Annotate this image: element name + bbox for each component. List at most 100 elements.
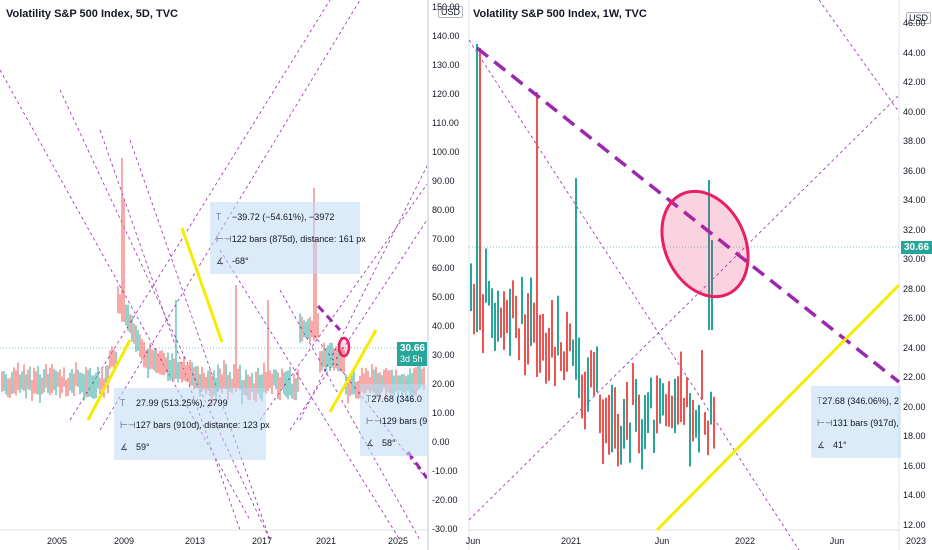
x-tick-label: 2009	[113, 536, 135, 546]
y-tick-label: 24.00	[903, 342, 926, 353]
yellow-trendline	[180, 227, 224, 343]
yellow-trendline	[86, 339, 132, 421]
y-tick-label: 80.00	[432, 205, 455, 215]
x-tick-label: 2022	[734, 536, 756, 546]
x-tick-label: Jun	[465, 536, 481, 546]
measure-box-right[interactable]: ⟙ 27.68 (346.06%), 2 ⊢⊣ 131 bars (917d), d…	[811, 386, 901, 458]
y-tick-label: 36.00	[903, 165, 926, 176]
y-tick-label: 14.00	[903, 490, 926, 500]
y-tick-label: 150.00	[432, 2, 460, 12]
x-tick-label: 2021	[315, 536, 337, 546]
measure-bars-text: 122 bars (875d), distance: 161 px	[231, 234, 366, 244]
y-tick-label: 120.00	[432, 89, 460, 99]
y-tick-label: 20.00	[432, 379, 455, 389]
right-chart-canvas[interactable]	[429, 0, 932, 550]
purple-trendline	[316, 304, 342, 332]
yellow-trendline	[328, 329, 378, 413]
yellow-trendline	[655, 283, 901, 532]
channel-line	[99, 129, 241, 531]
left-chart-canvas[interactable]	[0, 0, 427, 550]
currency-label-left[interactable]: USD	[438, 6, 464, 18]
channel-line	[219, 249, 401, 541]
y-tick-label: 100.00	[432, 147, 460, 157]
measure-price-text: 27.99 (513.25%), 2799	[136, 398, 228, 408]
y-tick-label: -30.00	[432, 524, 458, 534]
channel-line	[468, 94, 900, 521]
price-range-icon: ⟙	[366, 393, 372, 404]
y-tick-label: 30.00	[903, 254, 926, 264]
angle-icon: ∡	[817, 439, 826, 450]
channel-line	[59, 89, 271, 541]
y-tick-label: 60.00	[432, 263, 455, 273]
measure-angle-text: 41°	[833, 440, 847, 450]
channel-line	[129, 139, 271, 541]
left-price-badge: 30.66 3d 5h	[396, 342, 427, 366]
y-tick-label: 140.00	[432, 31, 460, 41]
y-tick-label: 0.00	[432, 437, 450, 447]
left-chart-title: Volatility S&P 500 Index, 5D, TVC	[6, 8, 178, 20]
y-tick-label: 40.00	[432, 321, 455, 331]
x-tick-label: Jun	[829, 536, 845, 546]
purple-trendline	[475, 46, 901, 384]
y-tick-label: 130.00	[432, 60, 460, 70]
x-tick-label: 2013	[184, 536, 206, 546]
measure-angle-text: 58°	[382, 438, 396, 448]
measure-box-3[interactable]: ⟙27.68 (346.0 ⊢⊣129 bars (910 ∡ 58°	[360, 384, 427, 456]
y-tick-label: -10.00	[432, 466, 458, 476]
highlight-ellipse	[660, 189, 750, 299]
right-chart-title: Volatility S&P 500 Index, 1W, TVC	[473, 8, 647, 20]
measure-box-2[interactable]: ⟙ 27.99 (513.25%), 2799 ⊢⊣ 127 bars (910d)…	[114, 388, 270, 460]
right-chart-pane[interactable]: Volatility S&P 500 Index, 1W, TVC USD US…	[429, 0, 932, 550]
measure-price-text: 27.68 (346.06%), 2	[822, 396, 899, 406]
price-value: 30.66	[399, 343, 425, 354]
angle-icon: ∡	[120, 441, 129, 452]
angle-icon: ∡	[216, 255, 225, 266]
y-tick-label: 70.00	[432, 234, 455, 244]
date-range-icon: ⊢⊣	[120, 419, 136, 430]
y-tick-label: 12.00	[903, 519, 926, 530]
y-tick-label: 44.00	[903, 47, 926, 58]
left-chart-pane[interactable]: Volatility S&P 500 Index, 5D, TVC ⟙ −39.7…	[0, 0, 427, 550]
measure-angle-text: 59°	[136, 442, 150, 452]
y-tick-label: 90.00	[432, 176, 455, 186]
y-tick-label: 38.00	[903, 136, 926, 146]
channel-line	[69, 0, 331, 421]
price-range-icon: ⟙	[120, 397, 126, 408]
date-range-icon: ⊢⊣	[366, 415, 382, 426]
y-tick-label: 50.00	[432, 292, 455, 302]
date-range-icon: ⊢⊣	[817, 417, 833, 428]
right-price-badge: 30.66	[901, 241, 932, 254]
x-tick-label: Jun	[654, 536, 670, 546]
price-range-icon: ⟙	[216, 211, 222, 222]
y-tick-label: 32.00	[903, 224, 926, 235]
y-tick-label: 16.00	[903, 460, 926, 471]
highlight-ellipse	[337, 336, 351, 358]
channel-line	[818, 0, 900, 113]
purple-trendline	[406, 451, 427, 479]
measure-box-1[interactable]: ⟙ −39.72 (−54.61%), −3972 ⊢⊣ 122 bars (875…	[210, 202, 366, 274]
channel-line	[299, 165, 427, 421]
measure-price-text: 27.68 (346.0	[371, 394, 422, 404]
x-tick-label: 2021	[560, 536, 582, 546]
y-tick-label: 40.00	[903, 106, 926, 117]
measure-price-text: −39.72 (−54.61%), −3972	[232, 212, 335, 222]
currency-label-right[interactable]: USD	[906, 12, 932, 24]
y-tick-label: 34.00	[903, 195, 926, 205]
date-range-icon: ⊢⊣	[216, 233, 232, 244]
angle-icon: ∡	[366, 437, 375, 448]
y-tick-label: -20.00	[432, 495, 458, 505]
pane-divider[interactable]	[427, 0, 429, 550]
y-tick-label: 110.00	[432, 118, 459, 128]
y-tick-label: 46.00	[903, 18, 926, 28]
y-tick-label: 22.00	[903, 372, 926, 382]
x-tick-label: 2023	[905, 536, 927, 546]
x-tick-label: 2005	[46, 536, 68, 546]
channel-line	[468, 39, 800, 550]
countdown-value: 3d 5h	[399, 354, 423, 364]
measure-bars-text: 127 bars (910d), distance: 123 px	[135, 420, 270, 430]
y-tick-label: 28.00	[903, 283, 926, 294]
price-range-icon: ⟙	[817, 395, 823, 406]
measure-bars-text: 129 bars (910	[381, 416, 427, 426]
y-tick-label: 20.00	[903, 401, 926, 412]
measure-bars-text: 131 bars (917d), d	[832, 418, 901, 428]
